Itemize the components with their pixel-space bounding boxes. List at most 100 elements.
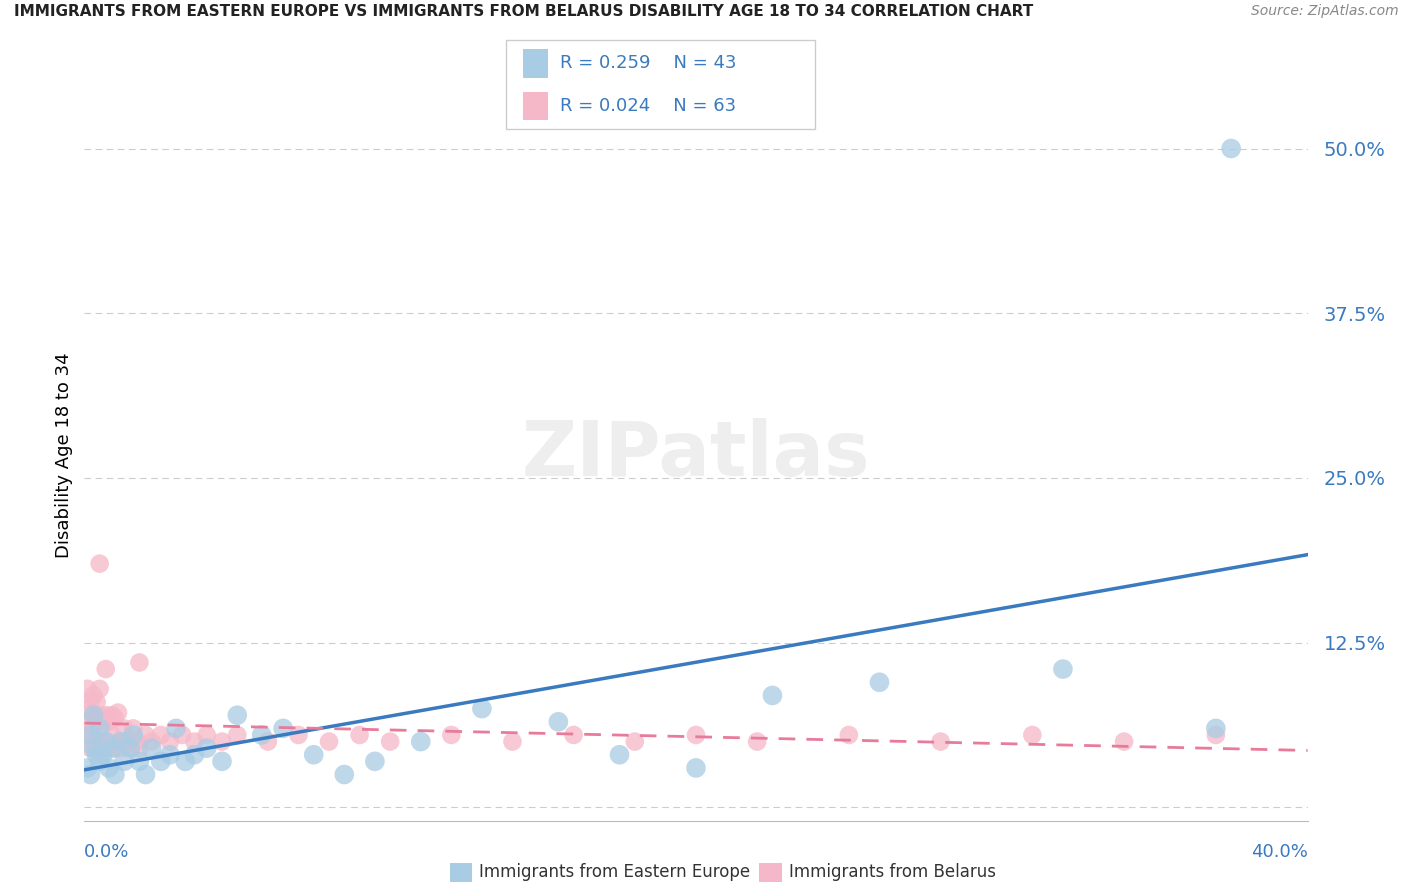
Point bbox=[502, 734, 524, 748]
Point bbox=[125, 734, 148, 748]
Point bbox=[79, 714, 101, 729]
Point bbox=[94, 734, 117, 748]
Point bbox=[761, 689, 783, 703]
Point bbox=[257, 734, 280, 748]
Point bbox=[89, 722, 111, 736]
Point bbox=[101, 728, 124, 742]
Point bbox=[86, 741, 108, 756]
Point bbox=[333, 767, 356, 781]
Point bbox=[1114, 734, 1136, 748]
Point bbox=[172, 728, 194, 742]
Point bbox=[89, 734, 111, 748]
Point bbox=[120, 741, 142, 756]
Point bbox=[211, 734, 233, 748]
Y-axis label: Disability Age 18 to 34: Disability Age 18 to 34 bbox=[55, 352, 73, 558]
Point bbox=[747, 734, 769, 748]
Point bbox=[79, 767, 101, 781]
Point bbox=[195, 728, 218, 742]
Point bbox=[83, 708, 105, 723]
Point bbox=[869, 675, 891, 690]
Point bbox=[115, 734, 138, 748]
Point bbox=[76, 681, 98, 696]
Text: Source: ZipAtlas.com: Source: ZipAtlas.com bbox=[1251, 4, 1399, 19]
Point bbox=[364, 755, 387, 769]
Point bbox=[1052, 662, 1074, 676]
Point bbox=[562, 728, 585, 742]
Point bbox=[89, 708, 111, 723]
Point bbox=[94, 662, 117, 676]
Point bbox=[76, 701, 98, 715]
Point bbox=[91, 714, 114, 729]
Point bbox=[89, 557, 111, 571]
Point bbox=[83, 741, 105, 756]
Point bbox=[440, 728, 463, 742]
Point bbox=[128, 741, 150, 756]
Text: 0.0%: 0.0% bbox=[84, 843, 129, 861]
Point bbox=[349, 728, 371, 742]
Text: IMMIGRANTS FROM EASTERN EUROPE VS IMMIGRANTS FROM BELARUS DISABILITY AGE 18 TO 3: IMMIGRANTS FROM EASTERN EUROPE VS IMMIGR… bbox=[14, 4, 1033, 20]
Point bbox=[76, 728, 98, 742]
Point bbox=[104, 741, 127, 756]
Text: ZIPatlas: ZIPatlas bbox=[522, 418, 870, 491]
Point bbox=[1205, 722, 1227, 736]
Point bbox=[128, 755, 150, 769]
Point bbox=[91, 747, 114, 762]
Point bbox=[89, 681, 111, 696]
Point bbox=[76, 761, 98, 775]
Point bbox=[101, 741, 124, 756]
Point bbox=[122, 728, 145, 742]
Point bbox=[94, 734, 117, 748]
Text: Immigrants from Eastern Europe: Immigrants from Eastern Europe bbox=[479, 863, 751, 881]
Point bbox=[302, 747, 325, 762]
Point bbox=[165, 722, 187, 736]
Point bbox=[112, 722, 135, 736]
Point bbox=[226, 708, 249, 723]
Point bbox=[183, 747, 205, 762]
Point bbox=[287, 728, 309, 742]
Point bbox=[183, 734, 205, 748]
Point bbox=[141, 741, 163, 756]
Point bbox=[211, 755, 233, 769]
Point bbox=[159, 734, 181, 748]
Point bbox=[89, 755, 111, 769]
Text: Immigrants from Belarus: Immigrants from Belarus bbox=[789, 863, 995, 881]
Point bbox=[79, 695, 101, 709]
Point bbox=[104, 767, 127, 781]
Point bbox=[122, 722, 145, 736]
Point bbox=[120, 741, 142, 756]
Point bbox=[79, 728, 101, 742]
Point bbox=[318, 734, 340, 748]
Text: R = 0.024    N = 63: R = 0.024 N = 63 bbox=[560, 97, 735, 115]
Point bbox=[226, 728, 249, 742]
Point bbox=[609, 747, 631, 762]
Point bbox=[685, 728, 707, 742]
Point bbox=[149, 728, 172, 742]
Point bbox=[159, 747, 181, 762]
Point bbox=[838, 728, 860, 742]
Text: R = 0.259    N = 43: R = 0.259 N = 43 bbox=[560, 54, 737, 72]
Point bbox=[91, 741, 114, 756]
Point bbox=[86, 747, 108, 762]
Point bbox=[83, 722, 105, 736]
Point bbox=[409, 734, 432, 748]
Point bbox=[83, 734, 105, 748]
Point bbox=[83, 708, 105, 723]
Point bbox=[107, 706, 129, 720]
Point bbox=[929, 734, 952, 748]
Point bbox=[1205, 728, 1227, 742]
Point bbox=[107, 734, 129, 748]
Text: 40.0%: 40.0% bbox=[1251, 843, 1308, 861]
Point bbox=[141, 734, 163, 748]
Point bbox=[104, 711, 127, 725]
Point bbox=[174, 755, 197, 769]
Point bbox=[110, 734, 132, 748]
Point bbox=[128, 656, 150, 670]
Point bbox=[86, 695, 108, 709]
Point bbox=[112, 755, 135, 769]
Point bbox=[380, 734, 402, 748]
Point bbox=[79, 741, 101, 756]
Point bbox=[250, 728, 273, 742]
Point bbox=[135, 728, 157, 742]
Point bbox=[110, 741, 132, 756]
Point bbox=[94, 708, 117, 723]
